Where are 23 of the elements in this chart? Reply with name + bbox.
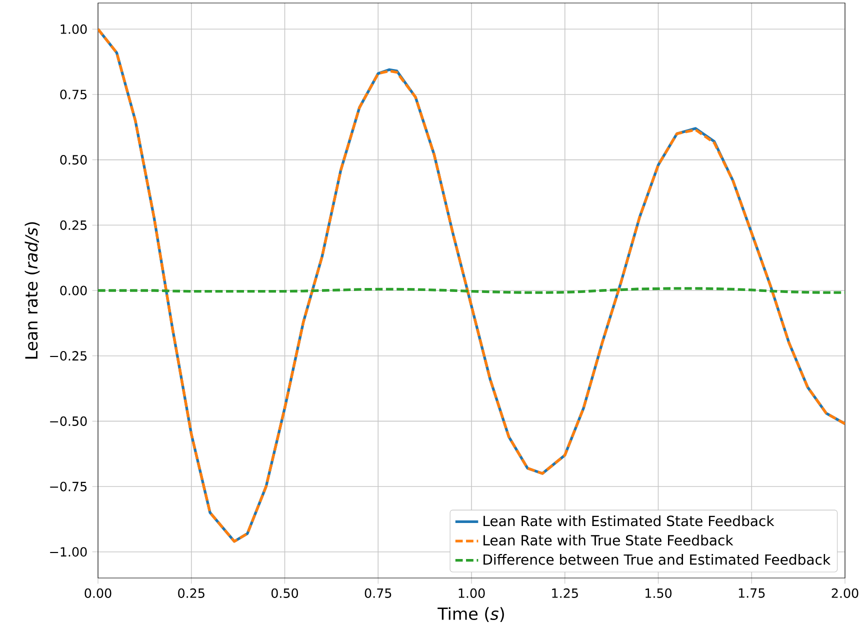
y-tick-label: 0.50 <box>60 155 87 165</box>
x-axis-title: Time (s) <box>438 607 504 622</box>
y-tick-label: −1.00 <box>50 547 87 557</box>
x-tick-label: 1.75 <box>738 588 765 598</box>
x-tick-label: 1.00 <box>458 588 485 598</box>
y-tick-label: 0.00 <box>60 286 87 296</box>
y-tick-label: 0.25 <box>60 220 86 230</box>
y-tick-label: −0.25 <box>50 351 86 361</box>
y-axis-title: Lean rate (rad/s) <box>24 222 40 359</box>
x-tick-label: 0.00 <box>84 588 112 598</box>
y-tick-label: 0.75 <box>60 90 86 100</box>
y-tick-label: −0.50 <box>50 416 87 426</box>
x-tick-label: 1.25 <box>552 588 578 598</box>
legend-label: Difference between True and Estimated Feedback <box>484 554 831 565</box>
x-tick-label: 0.75 <box>364 588 392 598</box>
x-tick-label: 0.25 <box>178 588 204 598</box>
x-tick-label: 0.50 <box>271 588 298 598</box>
legend-label: Lean Rate with True State Feedback <box>484 534 734 546</box>
y-tick-label: 1.00 <box>60 24 87 34</box>
legend-label: Lean Rate with Estimated State Feedback <box>484 515 774 526</box>
y-tick-label: −0.75 <box>50 482 86 492</box>
x-tick-label: 1.50 <box>646 588 672 598</box>
x-tick-label: 2.00 <box>832 588 858 598</box>
